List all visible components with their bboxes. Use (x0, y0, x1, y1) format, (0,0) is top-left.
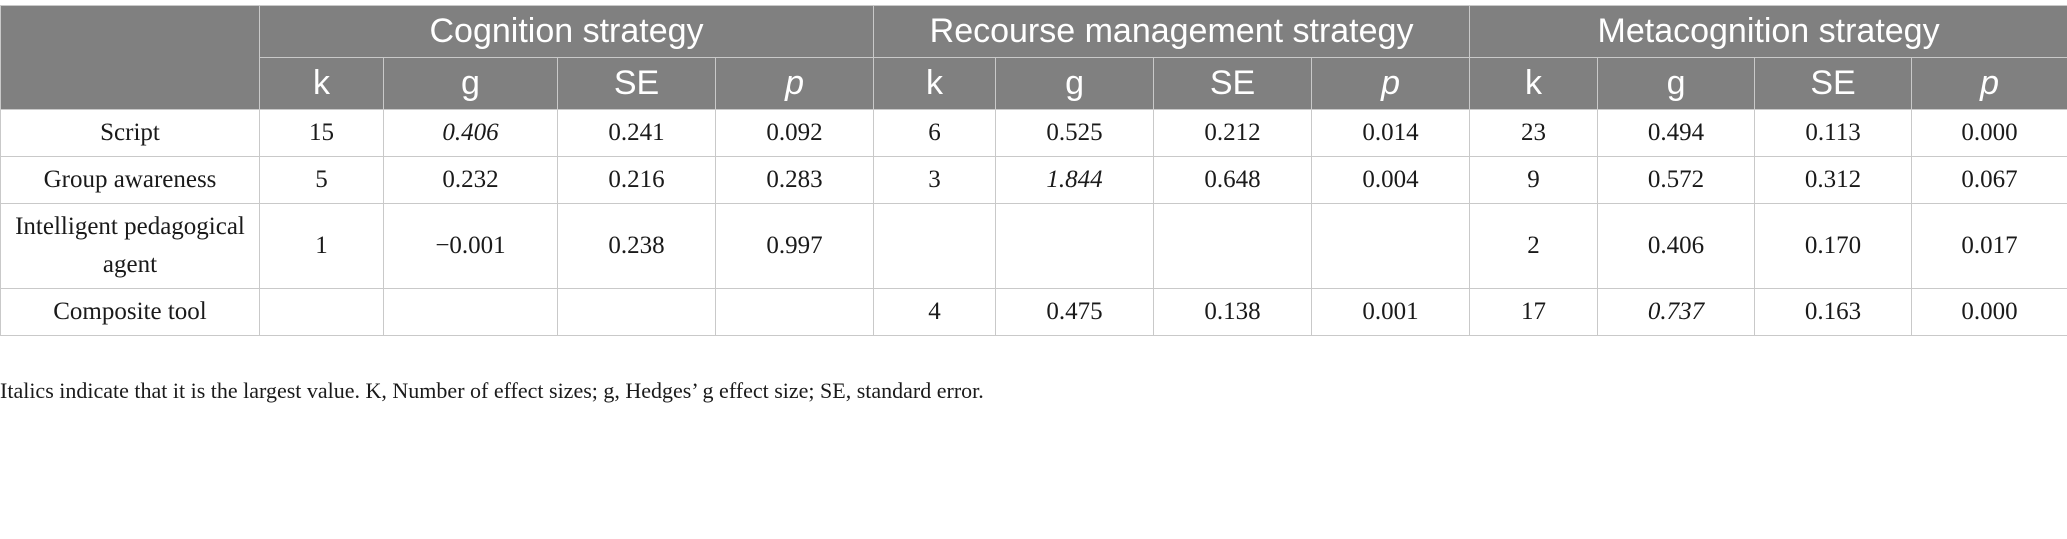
cell: 4 (873, 288, 997, 336)
col-header-g: g (995, 57, 1155, 110)
row-label: Intelligent pedagogical agent (0, 203, 260, 289)
col-header-p-label: p (785, 64, 804, 102)
cell: 0.138 (1153, 288, 1313, 336)
cell (1153, 203, 1313, 289)
table-row-script: Script 15 0.406 0.241 0.092 6 0.525 0.21… (0, 109, 2067, 157)
table-footnote: Italics indicate that it is the largest … (0, 378, 984, 403)
cell: 0.232 (383, 156, 558, 204)
cell: 0.212 (1153, 109, 1313, 157)
col-header-g: g (383, 57, 558, 110)
cell: 0.216 (557, 156, 716, 204)
table-row-group-awareness: Group awareness 5 0.232 0.216 0.283 3 1.… (0, 156, 2067, 204)
cell: 0.001 (1311, 288, 1471, 336)
col-header-p: p (714, 57, 875, 110)
group-header-cognition: Cognition strategy (258, 5, 875, 58)
cell: 0.406 (383, 109, 558, 157)
cell: 3 (873, 156, 997, 204)
cell: 0.017 (1911, 203, 2067, 289)
col-header-p: p (1911, 57, 2067, 110)
col-header-k: k (259, 57, 384, 110)
cell (873, 203, 997, 289)
cell (383, 288, 558, 336)
cell: 6 (873, 109, 997, 157)
cell: 0.238 (557, 203, 716, 289)
cell: 0.572 (1597, 156, 1756, 204)
col-header-p-label: p (1980, 64, 2000, 102)
cell: 1.844 (995, 156, 1155, 204)
col-header-p: p (1311, 57, 1471, 110)
cell: 23 (1469, 109, 1599, 157)
cell: 0.475 (995, 288, 1155, 336)
cell: −0.001 (383, 203, 558, 289)
row-label: Group awareness (0, 156, 260, 204)
results-table: Cognition strategy Recourse management s… (0, 5, 2067, 336)
cell: 0.000 (1911, 109, 2067, 157)
cell: 0.113 (1754, 109, 1913, 157)
cell: 0.283 (714, 156, 875, 204)
cell: 15 (259, 109, 384, 157)
cell: 0.312 (1754, 156, 1913, 204)
cell: 0.170 (1754, 203, 1913, 289)
cell: 0.494 (1597, 109, 1756, 157)
corner-header-cell (0, 5, 260, 110)
group-header-recourse-management: Recourse management strategy (873, 5, 1471, 58)
cell: 1 (259, 203, 384, 289)
cell: 2 (1469, 203, 1599, 289)
cell: 0.648 (1153, 156, 1313, 204)
table-row-composite-tool: Composite tool 4 0.475 0.138 0.001 17 0.… (0, 288, 2067, 336)
cell (714, 288, 875, 336)
col-header-g: g (1597, 57, 1756, 110)
cell: 9 (1469, 156, 1599, 204)
col-header-se: SE (1153, 57, 1313, 110)
cell: 0.525 (995, 109, 1155, 157)
cell: 0.092 (714, 109, 875, 157)
cell: 0.000 (1911, 288, 2067, 336)
row-label: Composite tool (0, 288, 260, 336)
table-row-intelligent-pedagogical-agent: Intelligent pedagogical agent 1 −0.001 0… (0, 203, 2067, 289)
col-header-se: SE (557, 57, 716, 110)
cell: 0.067 (1911, 156, 2067, 204)
cell: 0.737 (1597, 288, 1756, 336)
cell (1311, 203, 1471, 289)
cell: 5 (259, 156, 384, 204)
cell: 17 (1469, 288, 1599, 336)
group-header-metacognition: Metacognition strategy (1469, 5, 2067, 58)
col-header-p-label: p (1381, 64, 1400, 102)
cell: 0.406 (1597, 203, 1756, 289)
col-header-se: SE (1754, 57, 1913, 110)
col-header-k: k (1469, 57, 1599, 110)
cell: 0.241 (557, 109, 716, 157)
cell (259, 288, 384, 336)
cell: 0.014 (1311, 109, 1471, 157)
cell (557, 288, 716, 336)
col-header-k: k (873, 57, 997, 110)
row-label: Script (0, 109, 260, 157)
cell: 0.997 (714, 203, 875, 289)
cell: 0.004 (1311, 156, 1471, 204)
cell: 0.163 (1754, 288, 1913, 336)
cell (995, 203, 1155, 289)
